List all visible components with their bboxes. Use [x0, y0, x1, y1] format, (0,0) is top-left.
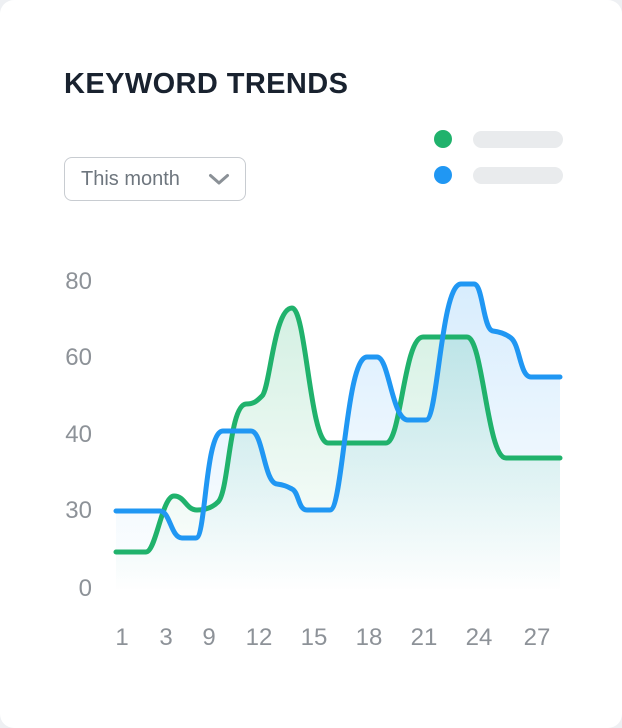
chevron-down-icon	[208, 173, 230, 186]
x-tick-1: 1	[115, 624, 129, 651]
y-tick-80: 80	[65, 268, 92, 295]
blue-series-dot-icon	[434, 166, 452, 184]
time-range-dropdown[interactable]: This month	[64, 157, 246, 201]
blue-series-area	[116, 284, 560, 592]
x-tick-27: 27	[523, 624, 551, 651]
x-tick-12: 12	[245, 624, 273, 651]
x-tick-24: 24	[465, 624, 493, 651]
y-tick-30: 30	[65, 497, 92, 524]
green-series-dot-icon	[434, 130, 452, 148]
legend-item-blue[interactable]	[434, 166, 563, 184]
y-tick-40: 40	[65, 421, 92, 448]
y-tick-0: 0	[78, 575, 92, 602]
y-tick-60: 60	[65, 344, 92, 371]
time-range-value: This month	[81, 167, 180, 190]
x-tick-15: 15	[300, 624, 328, 651]
green-series-line	[113, 305, 563, 555]
legend-label-placeholder	[473, 130, 563, 148]
legend-label-placeholder	[473, 166, 563, 184]
chart-legend	[434, 130, 563, 202]
blue-series-line	[113, 281, 563, 541]
page-title: KEYWORD TRENDS	[64, 68, 349, 100]
x-tick-21: 21	[410, 624, 438, 651]
legend-item-green[interactable]	[434, 130, 563, 148]
x-tick-9: 9	[202, 624, 216, 651]
x-tick-18: 18	[355, 624, 383, 651]
x-tick-3: 3	[159, 624, 173, 651]
